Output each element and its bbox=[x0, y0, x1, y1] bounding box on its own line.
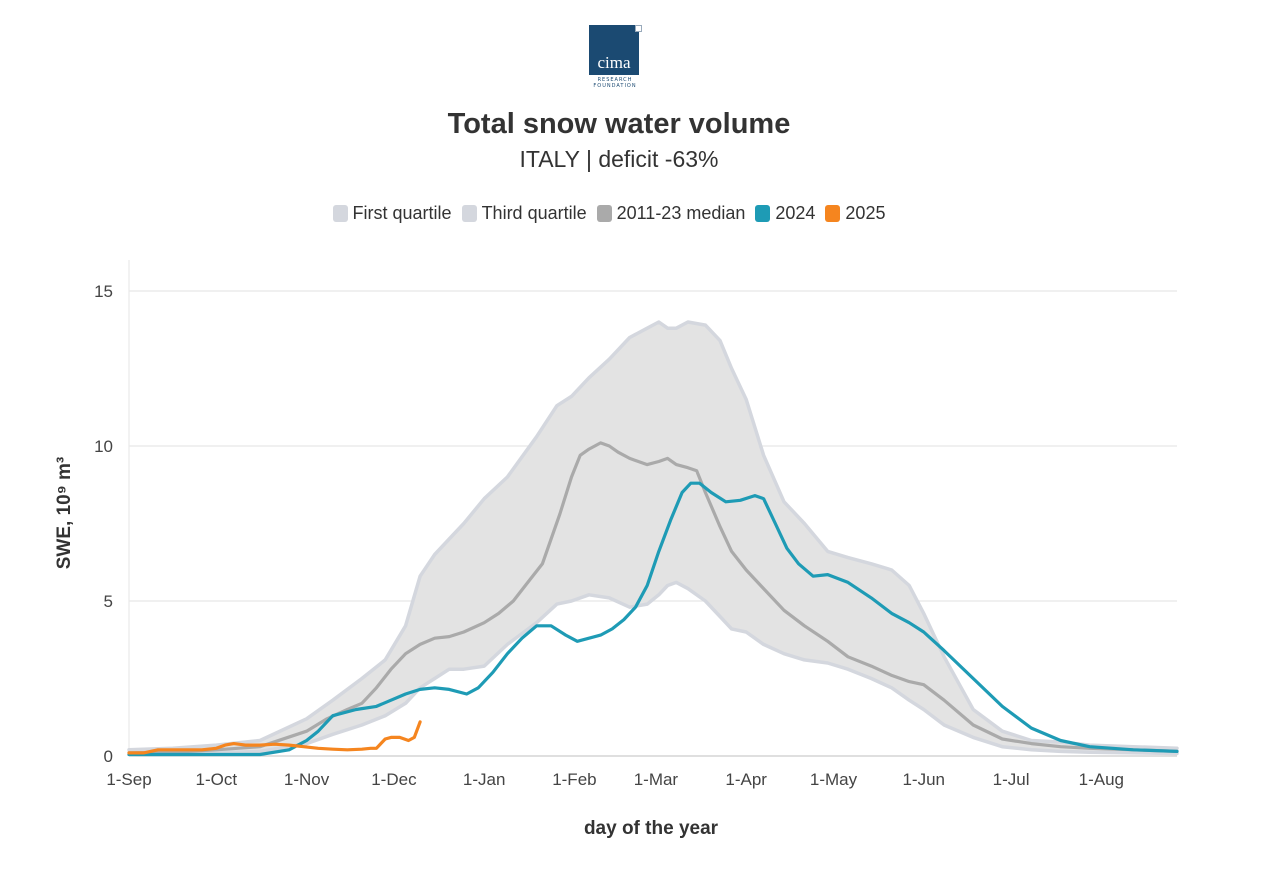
legend-swatch bbox=[596, 205, 612, 222]
logo-sub-foundation: FOUNDATION bbox=[593, 83, 637, 89]
legend-label: First quartile bbox=[352, 203, 452, 223]
x-axis-title: day of the year bbox=[584, 818, 719, 839]
legend-label: 2011-23 median bbox=[616, 203, 746, 223]
y-tick-label: 10 bbox=[94, 437, 113, 456]
x-tick-label: 1-Sep bbox=[106, 770, 151, 789]
x-tick-label: 1-Dec bbox=[371, 770, 417, 789]
y-tick-label: 5 bbox=[104, 592, 113, 611]
cima-logo: cima RESEARCH FOUNDATION bbox=[589, 25, 642, 91]
axis-ticks: 0 5 10 15 1-Sep 1-Oct 1-Nov 1-Dec 1-Jan 1-Feb 1-Ma… bbox=[94, 282, 1124, 789]
logo-sub-research: RESEARCH bbox=[597, 77, 633, 83]
series-line-third-quartile[interactable] bbox=[127, 320, 1179, 752]
legend-item-first-quartile[interactable]: First quartile bbox=[332, 203, 452, 224]
series-line-2024[interactable] bbox=[127, 481, 1179, 757]
chart-title: Total snow water volume bbox=[447, 108, 791, 140]
chart-subtitle: ITALY | deficit -63% bbox=[519, 146, 719, 172]
x-tick-label: 1-Jan bbox=[463, 770, 506, 789]
legend: First quartile Third quartile 2011-23 me… bbox=[0, 203, 1218, 224]
x-tick-label: 1-Jun bbox=[902, 770, 945, 789]
x-tick-label: 1-Mar bbox=[634, 770, 679, 789]
legend-item-2025[interactable]: 2025 bbox=[825, 203, 885, 224]
legend-item-2024[interactable]: 2024 bbox=[755, 203, 815, 224]
x-tick-label: 1-May bbox=[810, 770, 858, 789]
quartile-band-fill bbox=[129, 322, 1177, 755]
y-tick-label: 0 bbox=[104, 747, 113, 766]
x-tick-label: 1-Feb bbox=[552, 770, 596, 789]
y-tick-label: 15 bbox=[94, 282, 113, 301]
quartile-band bbox=[129, 322, 1177, 755]
series-line-2011-23-median[interactable] bbox=[127, 441, 1179, 755]
legend-swatch bbox=[755, 205, 771, 222]
series-line-first-quartile[interactable] bbox=[127, 580, 1179, 757]
series-line-2025[interactable] bbox=[127, 720, 422, 755]
x-tick-label: 1-Aug bbox=[1079, 770, 1124, 789]
y-axis-title: SWE, 10⁹ m³ bbox=[54, 457, 75, 570]
legend-swatch bbox=[461, 205, 477, 222]
legend-swatch bbox=[332, 205, 348, 222]
series-lines bbox=[127, 320, 1179, 757]
x-tick-label: 1-Jul bbox=[993, 770, 1030, 789]
legend-label: 2025 bbox=[845, 203, 886, 223]
legend-label: 2024 bbox=[775, 203, 816, 223]
x-tick-label: 1-Oct bbox=[196, 770, 238, 789]
x-tick-label: 1-Nov bbox=[284, 770, 330, 789]
legend-item-median[interactable]: 2011-23 median bbox=[596, 203, 746, 224]
legend-item-third-quartile[interactable]: Third quartile bbox=[461, 203, 587, 224]
legend-label: Third quartile bbox=[481, 203, 587, 223]
legend-swatch bbox=[825, 205, 841, 222]
logo-box: cima bbox=[589, 25, 639, 75]
logo-registered-mark bbox=[635, 25, 642, 32]
logo-word: cima bbox=[597, 53, 631, 72]
x-tick-label: 1-Apr bbox=[725, 770, 767, 789]
